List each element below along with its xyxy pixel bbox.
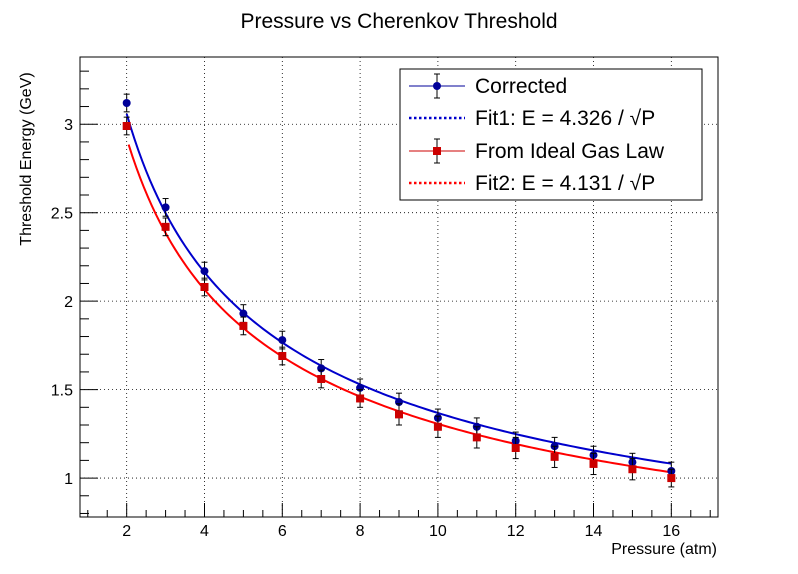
data-point-corrected — [239, 309, 248, 318]
x-tick-label: 10 — [429, 523, 447, 540]
legend-marker-square — [433, 147, 441, 155]
data-point-corrected — [161, 203, 170, 212]
x-tick-label: 4 — [200, 523, 209, 540]
x-tick-label: 8 — [356, 523, 365, 540]
data-point-corrected — [278, 336, 287, 345]
axes: 2 4 6 8 10 12 14 16 1 1.5 2 2.5 3 — [51, 70, 711, 540]
data-point-ideal-gas — [395, 410, 403, 419]
x-tick-label: 2 — [122, 523, 131, 540]
x-tick-label: 14 — [585, 523, 603, 540]
data-point-ideal-gas — [200, 283, 209, 291]
legend-label-ideal-gas: From Ideal Gas Law — [475, 140, 665, 163]
y-tick-label: 2 — [64, 294, 73, 311]
data-points — [122, 93, 676, 488]
chart-title: Pressure vs Cherenkov Threshold — [240, 10, 557, 33]
data-point-ideal-gas — [356, 394, 365, 403]
x-tick-label: 6 — [278, 523, 287, 540]
data-point-corrected — [122, 99, 131, 107]
y-tick-label: 1 — [64, 471, 73, 488]
legend-label-fit1: Fit1: E = 4.326 / √P — [475, 107, 655, 130]
data-point-ideal-gas — [628, 465, 637, 474]
data-point-ideal-gas — [122, 122, 131, 130]
legend: Corrected Fit1: E = 4.326 / √P From Idea… — [399, 68, 703, 201]
data-point-ideal-gas — [278, 352, 287, 360]
data-point-ideal-gas — [667, 474, 676, 483]
data-point-ideal-gas — [472, 433, 481, 442]
x-tick-label: 12 — [507, 523, 525, 540]
legend-box — [399, 68, 703, 201]
data-point-ideal-gas — [433, 422, 442, 431]
x-axis-label: Pressure (atm) — [611, 541, 717, 558]
legend-item-fit2: Fit2: E = 4.131 / √P — [409, 172, 655, 195]
data-point-ideal-gas — [239, 321, 248, 330]
data-point-ideal-gas — [161, 222, 170, 231]
data-point-ideal-gas — [550, 452, 559, 461]
data-point-ideal-gas — [511, 444, 520, 452]
x-tick-label: 16 — [662, 523, 680, 540]
y-tick-label: 2.5 — [51, 206, 73, 223]
y-axis-label: Threshold Energy (GeV) — [18, 72, 35, 245]
legend-marker-circle — [433, 82, 441, 90]
data-point-ideal-gas — [317, 375, 326, 383]
data-point-corrected — [200, 267, 209, 276]
data-point-ideal-gas — [589, 459, 598, 468]
legend-item-corrected: Corrected — [409, 73, 567, 99]
legend-label-fit2: Fit2: E = 4.131 / √P — [475, 172, 655, 195]
legend-item-fit1: Fit1: E = 4.326 / √P — [409, 107, 655, 130]
legend-label-corrected: Corrected — [475, 75, 567, 98]
y-tick-label: 1.5 — [51, 383, 73, 400]
legend-item-ideal-gas: From Ideal Gas Law — [409, 138, 665, 164]
y-tick-label: 3 — [64, 117, 73, 134]
